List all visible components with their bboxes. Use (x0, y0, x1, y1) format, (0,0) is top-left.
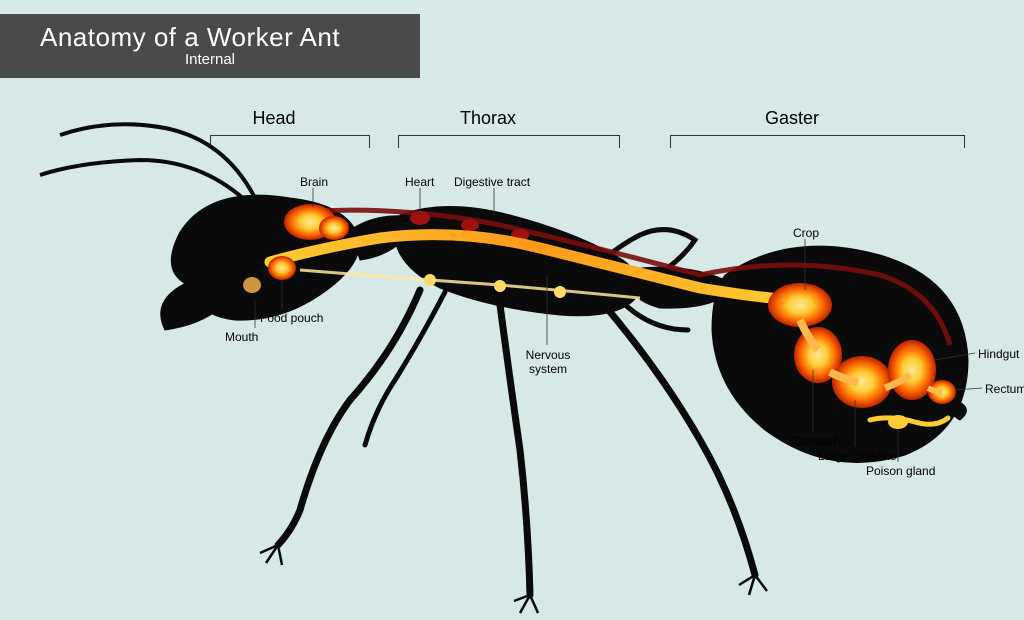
part-label-hindgut: Hindgut (978, 347, 1019, 361)
ant-diagram (0, 0, 1024, 620)
part-label-poison-gland: Poison gland (866, 464, 935, 478)
part-label-digestive-tract: Digestive tract (454, 175, 530, 189)
part-label-stomach: Stomach (793, 434, 840, 448)
part-label-brain: Brain (300, 175, 328, 189)
part-label-nervous-system: Nervoussystem (526, 348, 571, 376)
part-label-mouth: Mouth (225, 330, 258, 344)
part-label-food-pouch: Food pouch (260, 311, 323, 325)
part-label-heart: Heart (405, 175, 434, 189)
part-label-crop: Crop (793, 226, 819, 240)
part-label-rectum: Rectum (985, 382, 1024, 396)
part-label-large-intestine: Large intestine (818, 449, 897, 463)
